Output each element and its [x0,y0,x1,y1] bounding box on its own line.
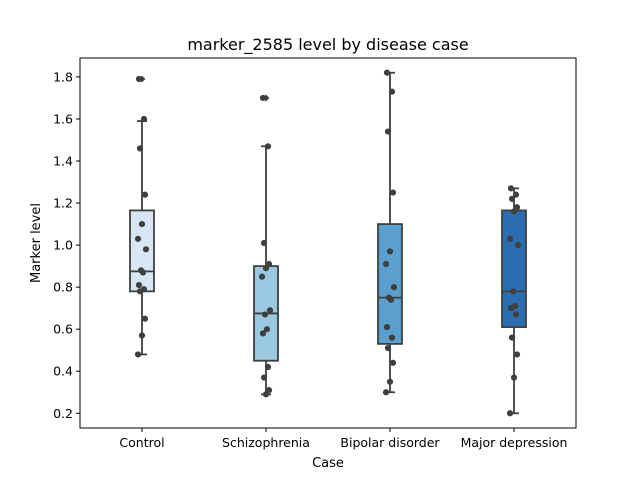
data-point [138,332,146,339]
data-point [382,389,390,396]
axes: 0.2 0.4 0.6 0.8 1.0 1.2 1.4 1.6 1.8 Control Schizo… [53,69,567,450]
data-point [136,145,144,152]
data-point [509,288,517,295]
x-axis-label: Case [312,456,344,471]
y-tick-label: 1.2 [53,196,73,211]
x-tick-label: Bipolar disorder [340,435,440,450]
data-point [512,191,520,198]
data-point [507,305,515,312]
y-tick-label: 0.8 [53,280,73,295]
data-point [390,284,398,291]
data-point [261,311,269,318]
data-point [389,359,397,366]
data-point [389,189,397,196]
data-point [264,363,272,371]
data-point [514,242,522,249]
data-point [384,345,392,352]
data-point [260,374,268,381]
x-tick-label: Major depression [461,435,568,450]
data-point [388,334,396,341]
points-group-0 [134,75,150,358]
data-point [263,326,271,333]
chart-title: marker_2585 level by disease case [187,35,468,55]
y-tick-label: 1.6 [53,111,73,126]
data-point [383,69,391,76]
data-point [382,260,390,268]
data-point [135,281,143,289]
y-tick-label: 1.4 [53,154,73,169]
data-point [507,185,515,192]
box-group-2 [377,71,403,394]
x-tick-label: Control [119,435,164,450]
plot-area [129,69,527,417]
data-point [387,296,395,303]
data-point [141,191,149,198]
data-point [260,239,268,247]
data-point [508,334,516,341]
y-tick-label: 1.0 [53,238,73,253]
data-point [136,288,144,295]
data-point [266,307,274,314]
x-tick-label: Schizophrenia [222,435,310,450]
data-point [506,410,514,417]
data-point [383,323,391,331]
data-point [142,246,150,253]
data-point [388,88,396,95]
data-point [139,269,147,276]
data-point [513,351,521,358]
y-tick-label: 0.6 [53,322,73,337]
box-iqr [377,223,403,345]
data-point [259,94,267,102]
points-group-3 [506,185,522,417]
y-tick-label: 0.2 [53,406,73,421]
data-point [141,315,149,322]
points-group-2 [382,69,398,396]
data-point [264,143,272,150]
y-tick-label: 1.8 [53,69,73,84]
data-point [508,195,516,202]
data-point [259,330,267,337]
box-iqr [501,209,527,328]
data-point [134,351,142,358]
data-point [386,248,394,255]
data-point [262,265,270,272]
data-point [506,235,514,242]
data-point [135,75,143,83]
data-point [512,311,520,318]
points-group-1 [258,94,274,398]
data-point [386,378,394,385]
data-point [384,128,392,135]
y-tick-label: 0.4 [53,364,73,379]
y-axis-label: Marker level [29,203,44,283]
data-point [510,374,518,381]
data-point [262,391,270,398]
data-point [140,115,148,123]
data-point [510,208,518,215]
data-point [134,235,142,242]
data-point [258,273,266,280]
axes-frame [79,57,577,429]
data-point [138,220,146,228]
